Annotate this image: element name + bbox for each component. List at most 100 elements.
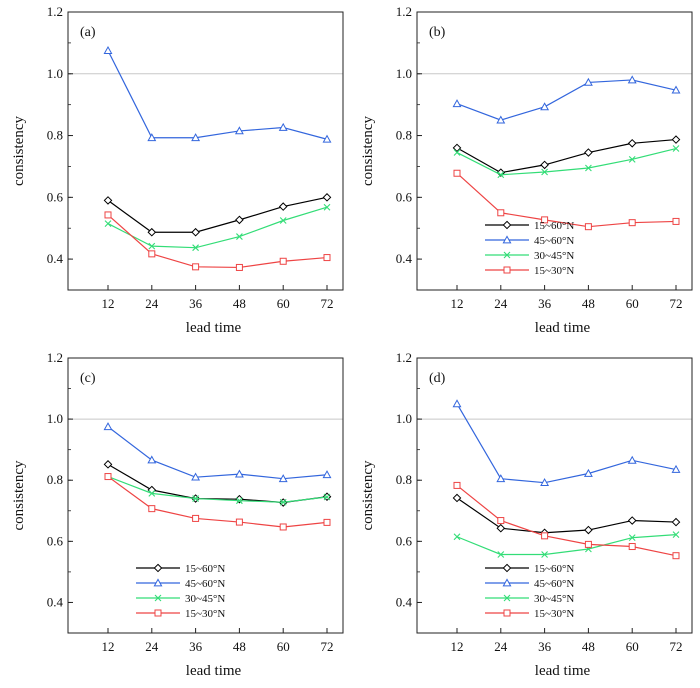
data-point	[323, 254, 331, 262]
y-tick-label: 1.2	[396, 350, 412, 365]
data-point	[453, 149, 461, 156]
series-line	[456, 138, 677, 174]
data-point	[497, 171, 505, 179]
data-point	[671, 85, 681, 94]
series-triangle	[452, 399, 681, 487]
data-point	[104, 473, 112, 481]
x-tick-label: 60	[277, 296, 290, 311]
data-point	[627, 75, 637, 84]
data-point	[191, 472, 201, 481]
y-tick-label: 1.0	[47, 411, 63, 426]
data-point	[628, 543, 636, 551]
data-point	[453, 481, 461, 489]
data-point	[147, 227, 157, 237]
x-axis-label: lead time	[186, 663, 242, 679]
data-point	[627, 138, 637, 148]
data-point	[584, 148, 593, 157]
panel-d: 0.4 0.6 0.8 1.0 1.2 12 24 36 48 60 72 lead time cons…	[360, 350, 693, 679]
legend-label: 30~45°N	[534, 250, 574, 262]
data-point	[497, 551, 505, 558]
legend: 15~60°N 45~60°N 30~45°N 15~30°N	[485, 563, 574, 620]
x-axis-label: lead time	[535, 663, 591, 679]
x-tick-label: 48	[582, 639, 595, 654]
data-point	[323, 518, 331, 526]
y-tick-label: 0.8	[47, 472, 63, 487]
data-point	[584, 540, 592, 548]
data-point	[322, 193, 332, 202]
y-tick-label: 0.4	[396, 251, 413, 266]
data-point	[104, 220, 112, 227]
data-point	[234, 126, 244, 135]
data-point	[235, 494, 244, 504]
legend-label: 45~60°N	[534, 235, 574, 247]
y-tick-label: 0.6	[47, 533, 64, 548]
series-diamond	[103, 193, 332, 237]
data-point	[236, 233, 243, 240]
x-tick-label: 12	[102, 296, 115, 311]
y-tick-label: 1.0	[47, 66, 63, 81]
series-x	[104, 473, 331, 506]
data-point	[103, 196, 113, 205]
panel-c: 0.4 0.6 0.8 1.0 1.2 12 24 36 48 60 72 lead time cons…	[11, 350, 344, 679]
data-point	[103, 460, 113, 469]
data-point	[672, 145, 680, 152]
x-tick-label: 72	[670, 296, 683, 311]
y-tick-label: 1.0	[396, 66, 412, 81]
data-point	[627, 455, 637, 464]
series-line	[107, 206, 328, 249]
legend: 15~60°N 45~60°N 30~45°N 15~30°N	[136, 563, 225, 620]
series-line	[456, 147, 677, 176]
data-point	[584, 525, 593, 535]
legend-label: 15~60°N	[534, 563, 574, 575]
data-point	[148, 489, 156, 497]
series-line	[107, 426, 328, 480]
y-axis-label: consistency	[360, 116, 376, 186]
plot-frame	[416, 357, 693, 634]
series-line	[107, 476, 328, 528]
panel-label: (a)	[80, 25, 96, 40]
data-point	[627, 516, 637, 525]
data-point	[278, 122, 288, 131]
y-axis-label: consistency	[360, 460, 376, 530]
legend-marker	[503, 266, 511, 274]
data-point	[192, 263, 200, 271]
data-point	[234, 469, 244, 478]
data-point	[672, 217, 680, 225]
series-line	[456, 403, 677, 484]
data-point	[672, 552, 680, 560]
data-point	[104, 211, 112, 219]
data-point	[192, 495, 199, 502]
data-point	[192, 514, 200, 522]
series-diamond	[452, 493, 681, 538]
series-line	[456, 172, 677, 228]
series-x	[453, 531, 680, 558]
data-point	[496, 523, 506, 533]
data-point	[453, 169, 461, 177]
data-point	[671, 517, 681, 527]
data-point	[497, 209, 505, 217]
y-tick-label: 0.6	[396, 189, 413, 204]
y-tick-label: 0.4	[47, 251, 64, 266]
data-point	[540, 102, 550, 111]
series-triangle	[452, 75, 681, 124]
data-point	[672, 531, 680, 538]
data-point	[191, 227, 200, 237]
data-point	[541, 216, 549, 224]
x-tick-label: 12	[451, 296, 464, 311]
series-line	[107, 475, 328, 503]
panel-a: 0.4 0.6 0.8 1.0 1.2 12 24 36 48 60 72 lead time cons…	[11, 4, 344, 336]
x-tick-label: 60	[626, 639, 639, 654]
x-tick-label: 36	[538, 639, 552, 654]
series-line	[107, 196, 328, 233]
legend-marker	[503, 251, 511, 259]
data-point	[585, 164, 592, 172]
data-point	[191, 133, 201, 142]
y-tick-label: 0.6	[47, 189, 64, 204]
x-tick-label: 36	[538, 296, 552, 311]
legend-label: 15~30°N	[185, 608, 225, 620]
legend: 15~60°N 45~60°N 30~45°N 15~30°N	[485, 220, 574, 277]
data-point	[452, 493, 462, 503]
x-tick-label: 24	[145, 639, 159, 654]
y-tick-label: 0.4	[396, 594, 413, 609]
